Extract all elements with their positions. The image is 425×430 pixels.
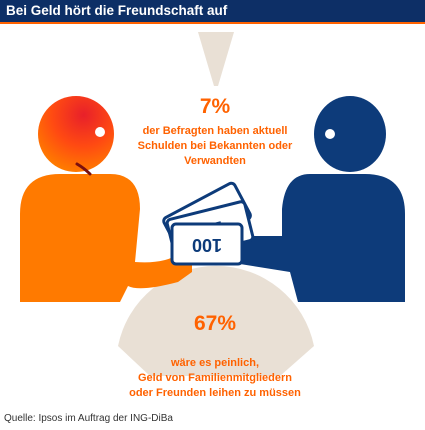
person-left-mouth (75, 162, 92, 176)
person-right-mouth (316, 160, 336, 174)
chart-header: Bei Geld hört die Freundschaft auf (0, 0, 425, 22)
person-right-body (240, 174, 405, 302)
person-left (20, 96, 192, 302)
stat-bottom-description: wäre es peinlich, Geld von Familienmitgl… (85, 356, 345, 401)
person-left-body (20, 174, 192, 302)
stat-top-line: der Befragten haben aktuell (142, 125, 288, 137)
stat-bottom-line: wäre es peinlich, (170, 357, 260, 369)
stat-top-description: der Befragten haben aktuell Schulden bei… (95, 124, 335, 169)
person-right-head (314, 96, 386, 172)
bottom-fan-top (150, 290, 280, 369)
banknotes: 100 100 100 (162, 181, 255, 266)
person-left-head (38, 96, 114, 172)
banknote-front-value: 100 (192, 235, 222, 255)
stat-top-line: Verwandten (184, 155, 246, 167)
top-cone (198, 32, 234, 86)
person-left-eye (95, 127, 105, 137)
stat-top-value: 7% (199, 95, 231, 118)
stat-top-line: Schulden bei Bekannten oder (137, 140, 293, 152)
person-right (240, 96, 405, 302)
stat-bottom-line: oder Freunden leihen zu müssen (129, 387, 301, 399)
stat-bottom-line: Geld von Familienmitgliedern (137, 372, 293, 384)
infographic-illustration: 100 100 100 (20, 32, 405, 376)
chart-title: Bei Geld hört die Freundschaft auf (6, 3, 228, 18)
source-note: Quelle: Ipsos im Auftrag der ING-DiBa (4, 413, 173, 424)
person-right-eye (325, 129, 335, 139)
header-accent-line (0, 22, 425, 24)
stat-bottom-value: 67% (193, 312, 237, 335)
